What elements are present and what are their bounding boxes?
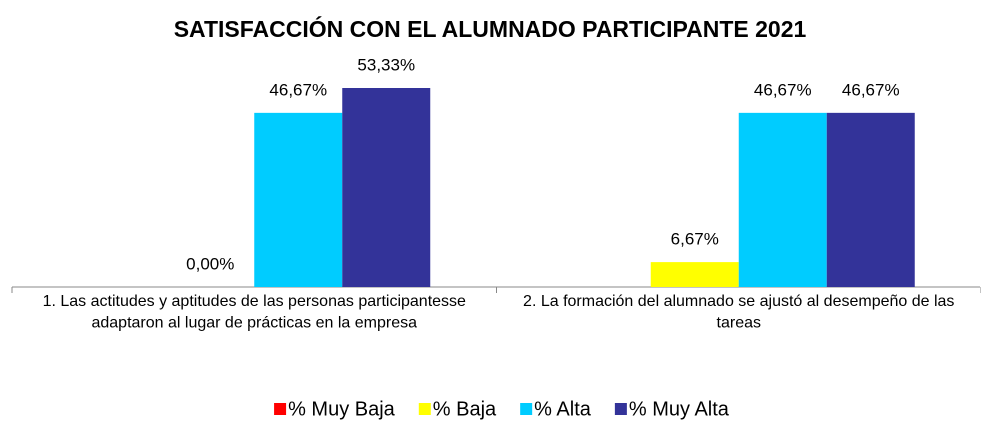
value-label: 6,67% xyxy=(671,230,719,249)
legend-label: % Muy Alta xyxy=(629,398,730,420)
legend-label: % Muy Baja xyxy=(288,398,396,420)
bar xyxy=(254,112,343,287)
legend-swatch xyxy=(418,403,431,415)
legend-item: % Alta xyxy=(520,398,592,420)
label-line: 1. Las actitudes y aptitudes de las pers… xyxy=(43,293,466,310)
legend-item: % Muy Baja xyxy=(274,398,396,420)
x-tick-label: 2. La formación del alumnado se ajustó a… xyxy=(523,293,954,332)
legend-swatch xyxy=(614,403,627,415)
value-label: 53,33% xyxy=(357,55,415,74)
legend-swatch xyxy=(520,403,533,415)
label-line: 2. La formación del alumnado se ajustó a… xyxy=(523,293,954,310)
legend-item: % Baja xyxy=(418,398,497,420)
value-label: 0,00% xyxy=(186,254,234,273)
chart-title: SATISFACCIÓN CON EL ALUMNADO PARTICIPANT… xyxy=(174,15,807,42)
bar xyxy=(650,262,739,287)
value-label: 46,67% xyxy=(269,80,327,99)
legend-swatch xyxy=(274,403,287,415)
bar xyxy=(738,112,827,287)
bar xyxy=(342,88,431,287)
x-tick-label: 1. Las actitudes y aptitudes de las pers… xyxy=(43,293,466,332)
legend-label: % Baja xyxy=(433,398,497,420)
value-label: 46,67% xyxy=(842,80,900,99)
legend-item: % Muy Alta xyxy=(614,398,730,420)
label-line: tareas xyxy=(717,315,761,332)
label-line: adaptaron al lugar de prácticas en la em… xyxy=(91,315,417,332)
legend-label: % Alta xyxy=(534,398,592,420)
bar xyxy=(826,112,915,287)
value-label: 46,67% xyxy=(754,80,812,99)
